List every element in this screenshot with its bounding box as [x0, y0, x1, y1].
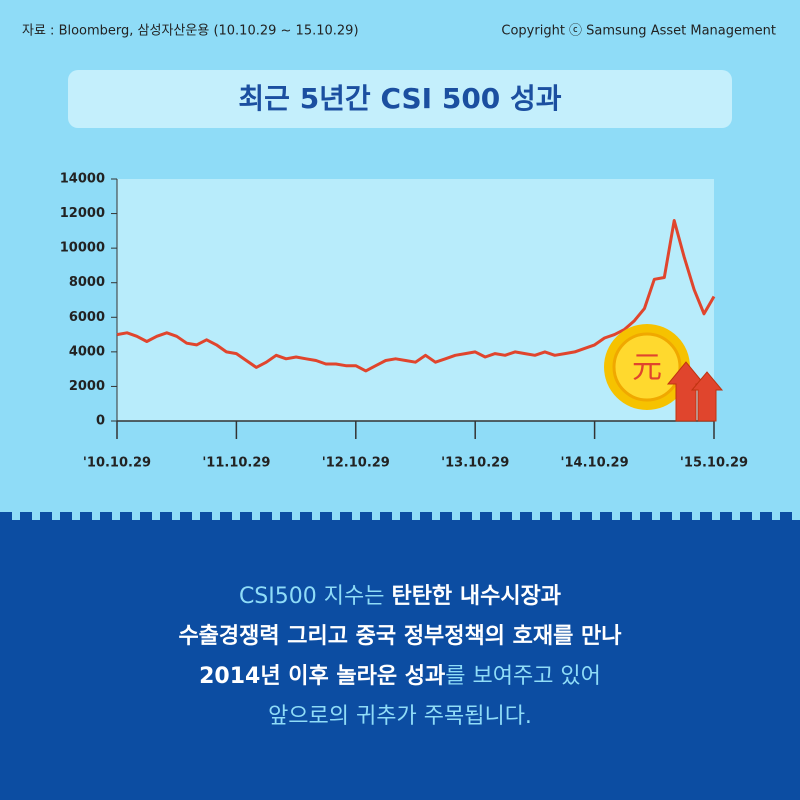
chart: 0 2000 4000 6000 8000 10000 12000 14000 '10.10.2… [60, 172, 748, 471]
x-tick-label: '14.10.29 [561, 456, 629, 471]
copyright: Copyright ⓒ Samsung Asset Management [501, 24, 776, 39]
text-segment: 를 보여주고 있어 [445, 664, 601, 689]
source: 자료 : Bloomberg, 삼성자산운용 (10.10.29 ~ 15.10… [22, 24, 359, 39]
text-line: 수출경쟁력 그리고 중국 정부정책의 호재를 만나 [178, 624, 621, 649]
y-tick-label: 0 [96, 414, 105, 429]
x-tick-label: '13.10.29 [441, 456, 509, 471]
coin-face [612, 332, 682, 402]
coin-label: 元 [632, 351, 662, 386]
title-box [68, 70, 732, 128]
x-tick-label: '15.10.29 [680, 456, 748, 471]
text-segment: 탄탄한 내수시장과 [391, 584, 561, 609]
x-tick-label: '10.10.29 [83, 456, 151, 471]
text-line: CSI500 지수는 탄탄한 내수시장과 [239, 584, 561, 609]
y-tick-label: 2000 [69, 379, 105, 394]
y-tick-label: 12000 [60, 206, 105, 221]
y-tick-label: 4000 [69, 344, 105, 359]
arrow [666, 361, 706, 422]
text-segment: CSI500 지수는 [239, 584, 392, 609]
arrow [690, 371, 724, 422]
x-tick-label: '11.10.29 [202, 456, 270, 471]
text-line: 2014년 이후 놀라운 성과를 보여주고 있어 [199, 664, 601, 689]
text-segment: 2014년 이후 놀라운 성과 [199, 664, 445, 689]
text-segment: 앞으로의 귀추가 주목됩니다. [268, 704, 532, 729]
dashed-border [0, 512, 800, 520]
y-tick-label: 8000 [69, 275, 105, 290]
text-line: 앞으로의 귀추가 주목됩니다. [268, 704, 532, 729]
text-segment: 수출경쟁력 그리고 중국 정부정책의 호재를 만나 [178, 624, 621, 649]
y-tick-label: 6000 [69, 310, 105, 325]
y-tick-label: 10000 [60, 241, 105, 256]
bottom-background [0, 520, 800, 800]
line [116, 219, 716, 373]
coin-icon: 元 [604, 324, 724, 422]
x-tick-label: '12.10.29 [322, 456, 390, 471]
chart-title: 최근 5년간 CSI 500 성과 [238, 82, 561, 115]
y-tick-label: 14000 [60, 172, 105, 187]
